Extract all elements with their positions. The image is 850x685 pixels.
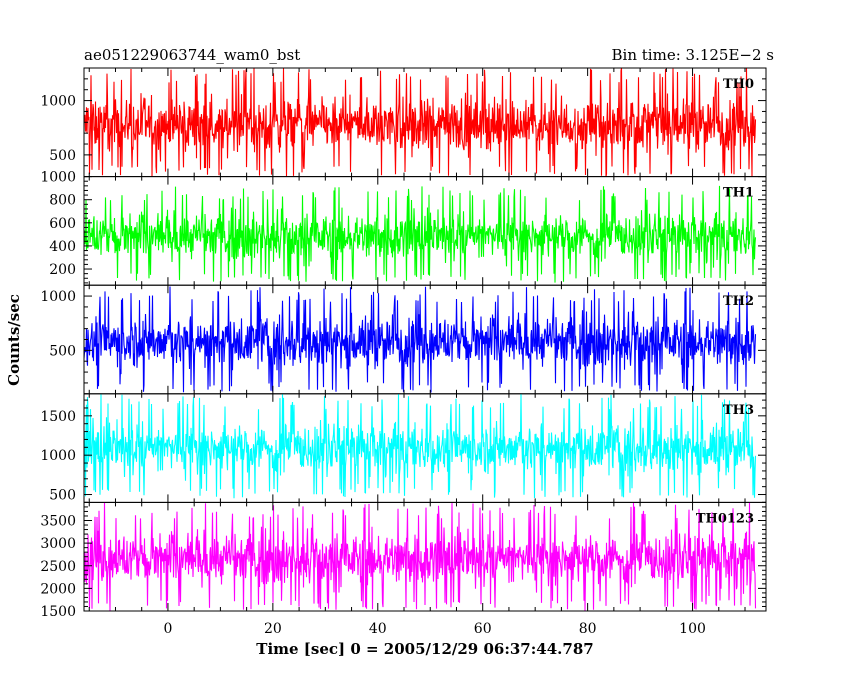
y-tick-label: 600 [49,216,76,232]
panel-label: TH1 [723,186,754,201]
series-line-th0 [84,68,757,177]
y-tick-label: 800 [49,193,76,209]
y-tick-label: 3000 [40,536,76,552]
y-tick-label: 1000 [40,448,76,464]
y-tick-label: 2500 [40,559,76,575]
x-tick-label: 40 [369,621,387,637]
series-line-th0123 [84,502,757,611]
y-tick-label: 500 [49,148,76,164]
x-axis-label: Time [sec] 0 = 2005/12/29 06:37:44.787 [256,640,593,658]
panel-th3: 500 1000 1500 TH3 [40,393,767,504]
x-tick-label: 20 [264,621,282,637]
y-tick-label: 500 [49,488,76,504]
panel-th0123: 1500 2000 2500 3000 3500 TH0123 [40,501,767,620]
y-tick-label: 1500 [40,604,76,620]
series-line-th2 [84,286,757,393]
x-tick-label: 80 [579,621,597,637]
panel-th0: 500 1000 TH0 [40,67,767,178]
x-axis: 0 20 40 60 80 100 [163,621,705,637]
x-tick-label: 100 [679,621,706,637]
y-tick-label: 2000 [40,581,76,597]
y-tick-label: 400 [49,239,76,255]
bin-time-label: Bin time: 3.125E−2 s [612,46,774,64]
series-line-th1 [84,185,757,283]
panel-th2: 500 1000 TH2 [40,284,767,395]
panel-label: TH2 [723,294,754,309]
y-tick-label: 3500 [40,514,76,530]
y-tick-label: 200 [49,262,76,278]
y-axis-label: Counts/sec [5,294,23,386]
x-tick-label: 60 [474,621,492,637]
y-tick-label: 500 [49,343,76,359]
y-tick-label: 1000 [40,94,76,110]
panel-label: TH0 [723,77,754,92]
x-tick-label: 0 [163,621,172,637]
panel-th1: 200 400 600 800 1000 TH1 [40,170,767,286]
y-tick-label: 1000 [40,289,76,305]
file-title: ae051229063744_wam0_bst [84,46,300,64]
panel-label: TH3 [723,403,754,418]
panel-label: TH0123 [696,511,754,526]
series-line-th3 [84,393,757,499]
y-tick-label: 1000 [40,170,76,186]
y-tick-label: 1500 [40,409,76,425]
